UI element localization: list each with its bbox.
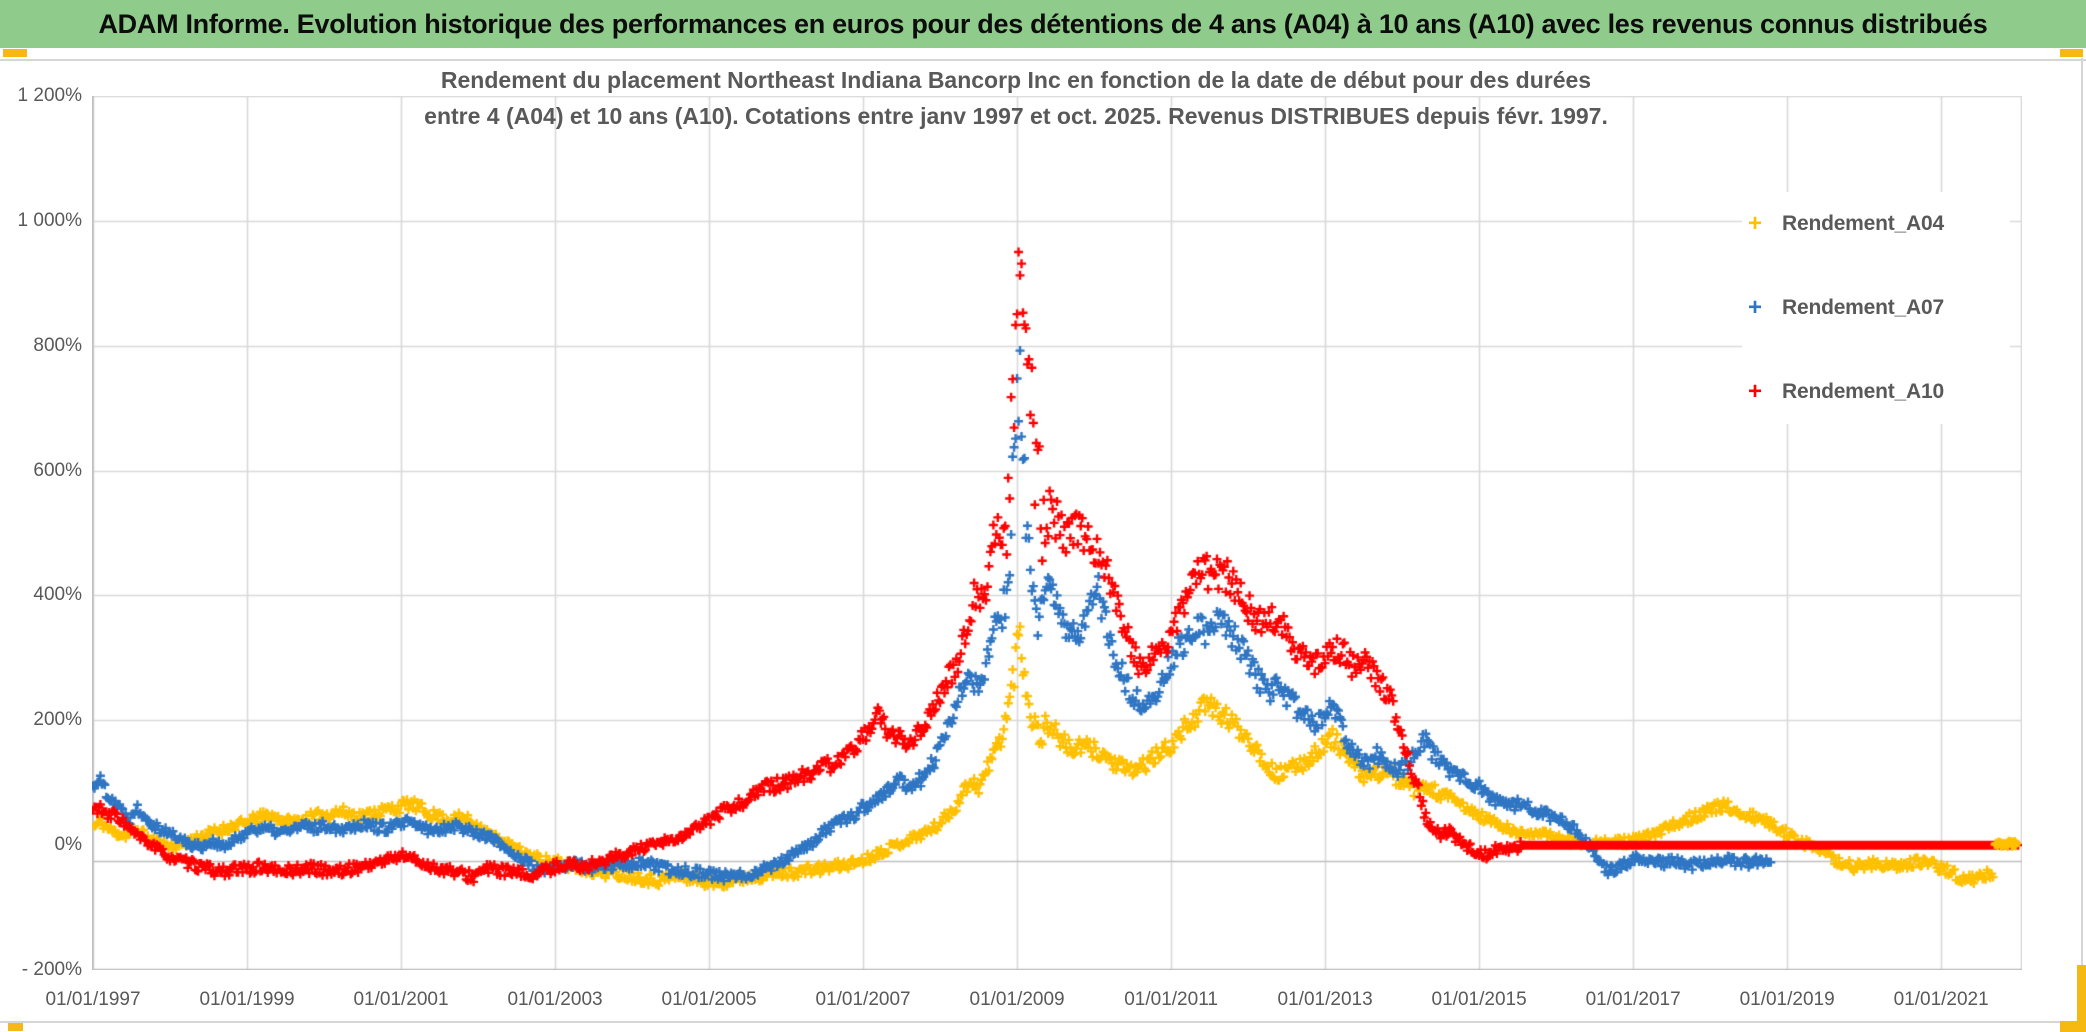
- x-axis-tick-label: 01/01/2009: [969, 989, 1065, 1010]
- legend-label: Rendement_A04: [1782, 212, 1944, 235]
- right-edge-line: [2081, 58, 2083, 1022]
- chart-title-line1: Rendement du placement Northeast Indiana…: [440, 67, 1592, 93]
- x-axis-tick-label: 01/01/2005: [661, 989, 757, 1010]
- x-axis-tick-label: 01/01/1997: [45, 989, 141, 1010]
- plus-marker-icon: +: [1747, 378, 1762, 405]
- chart-title: Rendement du placement Northeast Indiana…: [424, 62, 1608, 134]
- x-axis-tick-label: 01/01/2013: [1277, 989, 1373, 1010]
- selection-accent-bottom-left: [8, 1023, 23, 1031]
- x-axis-tick-label: 01/01/2015: [1431, 989, 1527, 1010]
- selection-accent-bottom-right-horizontal: [2060, 1021, 2086, 1032]
- y-axis-tick-label: 0%: [54, 834, 82, 856]
- x-axis-tick-label: 01/01/2007: [815, 989, 911, 1010]
- y-axis-tick-label: 800%: [33, 334, 82, 356]
- plot-area[interactable]: [92, 96, 2022, 970]
- plus-marker-icon: +: [1747, 210, 1762, 237]
- y-axis-tick-label: 200%: [33, 709, 82, 731]
- plus-marker-icon: +: [1747, 294, 1762, 321]
- top-divider-strip: [0, 48, 2086, 61]
- x-axis-tick-label: 01/01/1999: [199, 989, 295, 1010]
- header-bar: ADAM Informe. Evolution historique des p…: [0, 0, 2086, 48]
- y-axis-tick-label: 1 200%: [17, 85, 82, 106]
- legend-item-rendement_a07[interactable]: + Rendement_A07: [1742, 288, 2010, 328]
- chart-title-line2: entre 4 (A04) et 10 ans (A10). Cotations…: [424, 103, 1608, 129]
- legend-label: Rendement_A10: [1782, 380, 1944, 403]
- legend: + Rendement_A04 + Rendement_A07 + Rendement_A…: [1742, 192, 2010, 424]
- x-axis-tick-label: 01/01/2011: [1124, 989, 1218, 1010]
- bottom-divider-line: [0, 1021, 2086, 1023]
- y-axis-tick-label: 600%: [33, 459, 82, 481]
- legend-item-rendement_a10[interactable]: + Rendement_A10: [1742, 372, 2010, 412]
- y-axis-tick-label: 1 000%: [17, 209, 82, 231]
- y-axis-tick-label: 400%: [33, 584, 82, 606]
- selection-accent-top-right: [2060, 49, 2083, 57]
- x-axis-tick-label: 01/01/2019: [1739, 989, 1835, 1010]
- selection-accent-bottom-right-vertical: [2077, 965, 2086, 1032]
- y-axis-tick-label: - 200%: [21, 959, 82, 980]
- header-title: ADAM Informe. Evolution historique des p…: [98, 8, 1988, 39]
- legend-item-rendement_a04[interactable]: + Rendement_A04: [1742, 204, 2010, 244]
- selection-accent-top-left: [3, 49, 27, 57]
- x-axis-tick-label: 01/01/2001: [353, 989, 449, 1010]
- x-axis-tick-label: 01/01/2003: [507, 989, 603, 1010]
- x-axis-tick-label: 01/01/2017: [1585, 989, 1681, 1010]
- x-axis-tick-label: 01/01/2021: [1893, 989, 1989, 1010]
- legend-label: Rendement_A07: [1782, 296, 1944, 319]
